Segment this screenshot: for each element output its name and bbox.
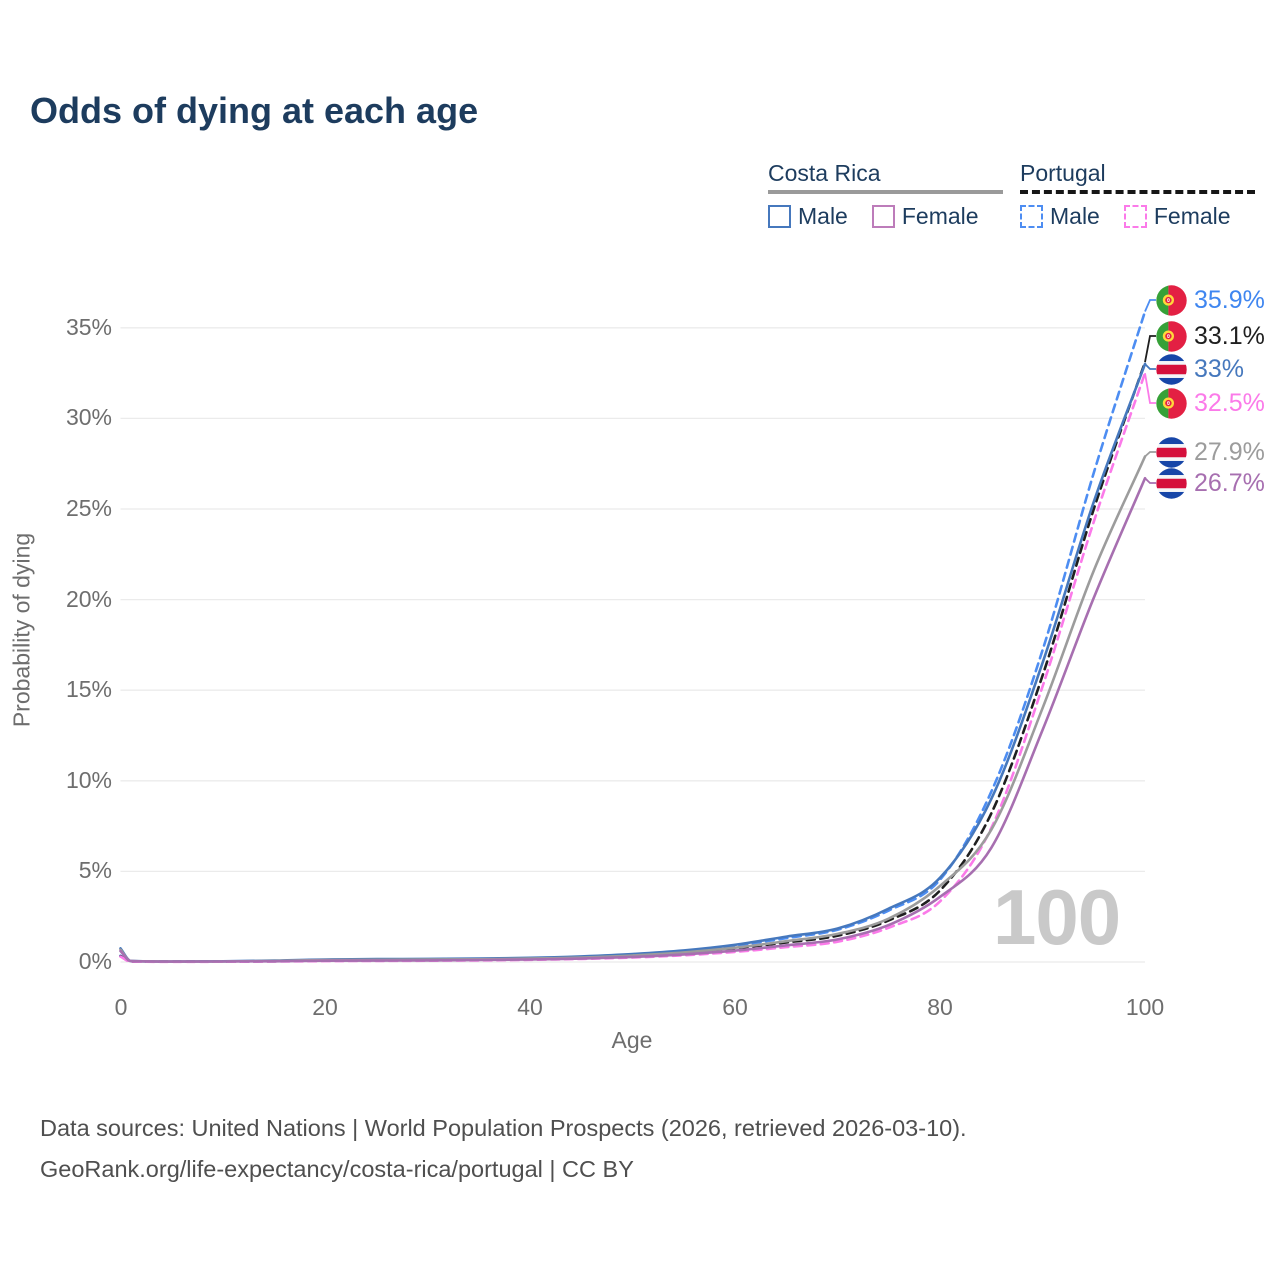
legend-label-costa-rica-male: Male xyxy=(798,203,848,229)
series-line-costa-rica-female[interactable] xyxy=(119,476,1147,963)
end-value-label: 35.9% xyxy=(1194,285,1265,314)
legend-swatch-costa-rica-female xyxy=(871,205,895,228)
leader-line-costa-rica-male xyxy=(1144,363,1156,370)
y-tick-label: 30% xyxy=(65,404,112,430)
x-tick-label: 40 xyxy=(517,994,543,1020)
end-value-label: 32.5% xyxy=(1194,388,1265,417)
flag-icon-portugal xyxy=(1156,320,1187,352)
legend-swatch-costa-rica-male xyxy=(768,205,791,228)
y-tick-label: 25% xyxy=(65,495,112,521)
end-label-costa-rica-female: 26.7% xyxy=(1156,467,1265,499)
data-sources-line2: GeoRank.org/life-expectancy/costa-rica/p… xyxy=(40,1156,634,1182)
end-label-costa-rica-male: 33% xyxy=(1156,353,1244,385)
x-tick-label: 100 xyxy=(1125,994,1165,1020)
legend-item-portugal-female[interactable]: Female xyxy=(1123,203,1231,230)
x-axis-title: Age xyxy=(611,1027,653,1053)
legend-label-portugal-male: Male xyxy=(1050,203,1100,229)
x-tick-label: 80 xyxy=(927,994,953,1020)
end-value-label: 33% xyxy=(1194,354,1245,383)
flag-icon-costa-rica xyxy=(1156,467,1187,499)
y-tick-label: 15% xyxy=(65,676,112,702)
end-label-costa-rica-all: 27.9% xyxy=(1156,436,1265,468)
series-line-costa-rica-both-sexes[interactable] xyxy=(119,455,1147,963)
data-sources-line1: Data sources: United Nations | World Pop… xyxy=(40,1115,967,1141)
legend-item-costa-rica-female[interactable]: Female xyxy=(871,203,979,230)
series-line-portugal-female[interactable] xyxy=(119,371,1147,964)
leader-line-portugal-female xyxy=(1144,372,1156,404)
end-value-label: 26.7% xyxy=(1194,468,1265,497)
legend-group-portugal: Portugal Male Female xyxy=(1020,160,1255,230)
y-tick-label: 20% xyxy=(65,586,112,612)
legend-underline-portugal xyxy=(1020,190,1255,194)
data-sources-note: Data sources: United Nations | World Pop… xyxy=(40,1108,967,1190)
x-tick-label: 0 xyxy=(114,994,128,1020)
leader-line-costa-rica-female xyxy=(1144,477,1156,484)
flag-icon-costa-rica xyxy=(1156,353,1187,385)
x-tick-label: 20 xyxy=(312,994,338,1020)
end-label-portugal-female: 32.5% xyxy=(1156,387,1265,419)
leader-line-costa-rica-both-sexes xyxy=(1144,451,1156,458)
flag-icon-portugal xyxy=(1156,284,1187,316)
legend-header-portugal: Portugal xyxy=(1020,160,1106,186)
legend-swatch-portugal-female xyxy=(1123,205,1147,228)
series-line-portugal-male[interactable] xyxy=(119,310,1147,963)
legend-swatch-portugal-male xyxy=(1020,205,1043,228)
flag-icon-portugal xyxy=(1156,387,1187,419)
legend-item-portugal-male[interactable]: Male xyxy=(1020,203,1100,230)
y-tick-label: 0% xyxy=(78,948,112,974)
legend-label-portugal-female: Female xyxy=(1153,203,1231,229)
end-value-label: 27.9% xyxy=(1194,437,1265,466)
age-watermark: 100 xyxy=(993,873,1121,961)
legend-header-costa-rica: Costa Rica xyxy=(768,160,881,186)
end-label-portugal-male: 35.9% xyxy=(1156,284,1265,316)
legend-label-costa-rica-female: Female xyxy=(901,203,979,229)
legend-underline-costa-rica xyxy=(768,190,1003,194)
y-tick-label: 10% xyxy=(65,767,112,793)
end-value-label: 33.1% xyxy=(1194,321,1265,350)
legend-group-costa-rica: Costa Rica Male Female xyxy=(768,160,1003,230)
gridlines xyxy=(120,327,1145,963)
page-title: Odds of dying at each age xyxy=(30,90,479,131)
flag-icon-costa-rica xyxy=(1156,436,1187,468)
y-tick-label: 35% xyxy=(65,314,112,340)
leader-line-portugal-male xyxy=(1144,299,1156,312)
end-label-portugal-all: 33.1% xyxy=(1156,320,1265,352)
x-tick-label: 60 xyxy=(722,994,748,1020)
y-tick-label: 5% xyxy=(78,857,112,883)
leader-line-portugal-both-sexes xyxy=(1144,335,1156,363)
legend-item-costa-rica-male[interactable]: Male xyxy=(768,203,848,230)
